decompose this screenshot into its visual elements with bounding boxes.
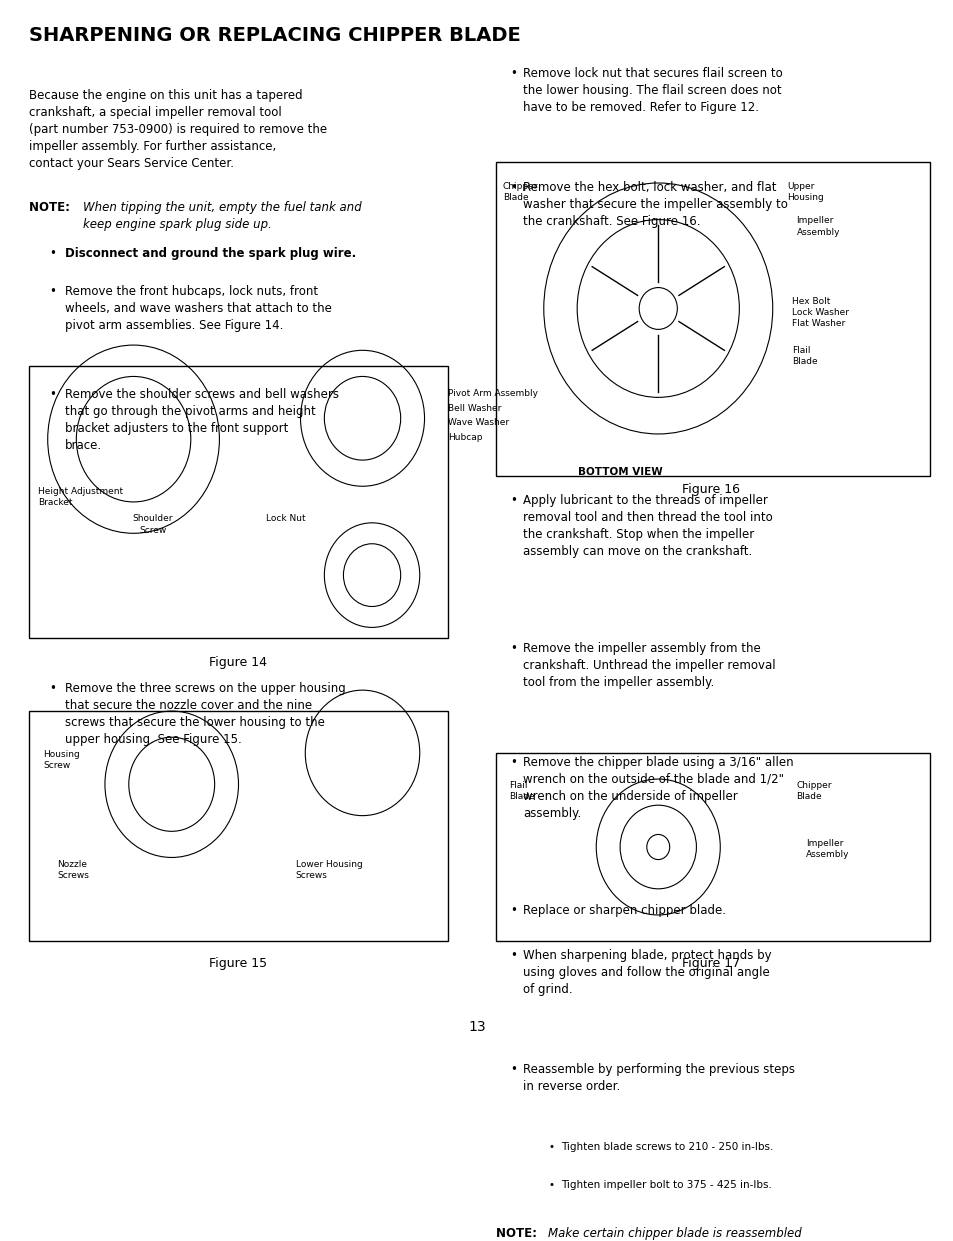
Text: Because the engine on this unit has a tapered
crankshaft, a special impeller rem: Because the engine on this unit has a ta… [29, 89, 326, 170]
Text: Housing
Screw: Housing Screw [43, 750, 80, 769]
Text: When sharpening blade, protect hands by
using gloves and follow the original ang: When sharpening blade, protect hands by … [522, 949, 771, 997]
Text: •: • [510, 1064, 517, 1076]
Text: Replace or sharpen chipper blade.: Replace or sharpen chipper blade. [522, 905, 725, 917]
Text: Remove the impeller assembly from the
crankshaft. Unthread the impeller removal
: Remove the impeller assembly from the cr… [522, 642, 775, 689]
FancyBboxPatch shape [29, 366, 448, 638]
Text: •: • [510, 642, 517, 655]
Text: Lock Nut: Lock Nut [266, 515, 306, 524]
Text: Impeller
Assembly: Impeller Assembly [805, 839, 849, 859]
Text: Flail
Blade: Flail Blade [509, 781, 535, 802]
Text: Wave Washer: Wave Washer [448, 418, 509, 427]
Text: Remove lock nut that secures flail screen to
the lower housing. The flail screen: Remove lock nut that secures flail scree… [522, 67, 781, 114]
Text: Impeller
Assembly: Impeller Assembly [796, 216, 840, 237]
Text: Nozzle
Screws: Nozzle Screws [57, 860, 89, 880]
Text: Remove the three screws on the upper housing
that secure the nozzle cover and th: Remove the three screws on the upper hou… [65, 681, 345, 746]
Text: Tighten blade screws to 210 - 250 in-lbs.: Tighten blade screws to 210 - 250 in-lbs… [560, 1142, 773, 1153]
Text: Height Adjustment
Bracket: Height Adjustment Bracket [38, 488, 123, 508]
Text: NOTE:: NOTE: [496, 1226, 540, 1240]
Text: •: • [510, 905, 517, 917]
Text: 13: 13 [468, 1020, 485, 1034]
Text: Hex Bolt
Lock Washer
Flat Washer: Hex Bolt Lock Washer Flat Washer [791, 297, 848, 328]
Text: •: • [548, 1142, 554, 1153]
Text: Pivot Arm Assembly: Pivot Arm Assembly [448, 388, 537, 398]
Text: Make certain chipper blade is reassembled
with the sharp edge facing upward. See: Make certain chipper blade is reassemble… [547, 1226, 846, 1241]
Text: •: • [50, 681, 56, 695]
Text: Disconnect and ground the spark plug wire.: Disconnect and ground the spark plug wir… [65, 247, 355, 259]
Text: •: • [510, 756, 517, 769]
Text: Hubcap: Hubcap [448, 433, 482, 442]
Text: •: • [548, 1180, 554, 1190]
Text: Tighten impeller bolt to 375 - 425 in-lbs.: Tighten impeller bolt to 375 - 425 in-lb… [560, 1180, 771, 1190]
Text: •: • [50, 247, 56, 259]
Text: Remove the hex bolt, lock washer, and flat
washer that secure the impeller assem: Remove the hex bolt, lock washer, and fl… [522, 181, 787, 228]
Text: Chipper
Blade: Chipper Blade [796, 781, 831, 802]
Text: Remove the chipper blade using a 3/16" allen
wrench on the outside of the blade : Remove the chipper blade using a 3/16" a… [522, 756, 793, 820]
Text: When tipping the unit, empty the fuel tank and
keep engine spark plug side up.: When tipping the unit, empty the fuel ta… [83, 201, 361, 231]
FancyBboxPatch shape [29, 711, 448, 941]
Text: Figure 15: Figure 15 [210, 957, 267, 969]
Text: Figure 17: Figure 17 [681, 957, 739, 969]
Text: •: • [50, 388, 56, 401]
Text: •: • [510, 181, 517, 194]
Text: Chipper
Blade: Chipper Blade [502, 182, 537, 202]
Text: •: • [510, 67, 517, 79]
Text: Remove the shoulder screws and bell washers
that go through the pivot arms and h: Remove the shoulder screws and bell wash… [65, 388, 338, 452]
Text: SHARPENING OR REPLACING CHIPPER BLADE: SHARPENING OR REPLACING CHIPPER BLADE [29, 26, 519, 45]
Text: •: • [510, 949, 517, 962]
Text: Upper
Housing: Upper Housing [786, 182, 823, 202]
Text: Bell Washer: Bell Washer [448, 403, 501, 413]
FancyBboxPatch shape [496, 753, 929, 941]
Text: Lower Housing
Screws: Lower Housing Screws [295, 860, 362, 880]
Text: Figure 16: Figure 16 [681, 483, 739, 496]
Text: •: • [50, 284, 56, 298]
FancyBboxPatch shape [496, 163, 929, 475]
Text: Reassemble by performing the previous steps
in reverse order.: Reassemble by performing the previous st… [522, 1064, 794, 1093]
Text: Shoulder
Screw: Shoulder Screw [132, 515, 172, 535]
Text: •: • [510, 494, 517, 506]
Text: Remove the front hubcaps, lock nuts, front
wheels, and wave washers that attach : Remove the front hubcaps, lock nuts, fro… [65, 284, 332, 331]
Text: NOTE:: NOTE: [29, 201, 73, 213]
Text: Apply lubricant to the threads of impeller
removal tool and then thread the tool: Apply lubricant to the threads of impell… [522, 494, 772, 557]
Text: Figure 14: Figure 14 [210, 655, 267, 669]
Text: Flail
Blade: Flail Blade [791, 346, 817, 366]
Text: BOTTOM VIEW: BOTTOM VIEW [578, 468, 661, 478]
